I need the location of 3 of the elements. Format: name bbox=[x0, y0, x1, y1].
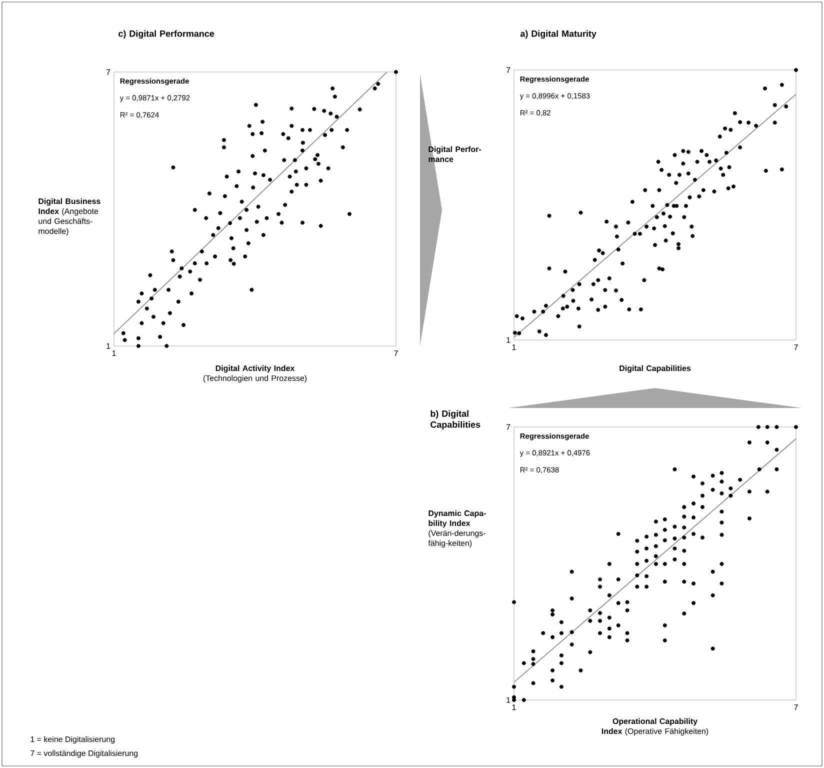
chart-title: b) Digital Capabilities bbox=[430, 410, 480, 430]
chart-title: c) Digital Performance bbox=[118, 30, 214, 39]
chart-title: a) Digital Maturity bbox=[520, 30, 596, 39]
